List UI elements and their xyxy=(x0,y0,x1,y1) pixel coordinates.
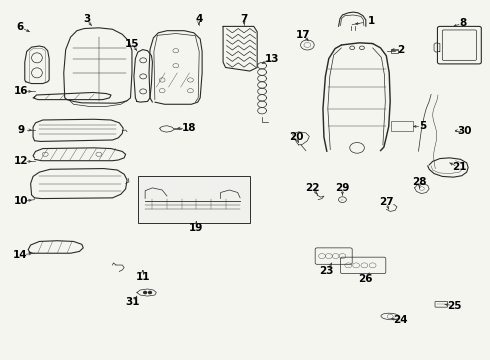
Text: 22: 22 xyxy=(305,183,319,193)
Text: 27: 27 xyxy=(379,197,393,207)
Text: 1: 1 xyxy=(368,16,375,26)
Text: 5: 5 xyxy=(419,121,426,131)
Text: 7: 7 xyxy=(240,14,248,24)
Text: 24: 24 xyxy=(393,315,408,325)
Text: 10: 10 xyxy=(14,197,28,206)
Bar xyxy=(391,49,398,53)
Text: 29: 29 xyxy=(335,183,350,193)
Text: 8: 8 xyxy=(460,18,467,28)
Text: 14: 14 xyxy=(13,250,27,260)
Text: 11: 11 xyxy=(135,272,150,282)
Text: 18: 18 xyxy=(182,123,196,133)
Text: 31: 31 xyxy=(126,297,140,307)
Text: 30: 30 xyxy=(457,126,471,136)
Text: 25: 25 xyxy=(447,301,462,311)
Text: 3: 3 xyxy=(83,14,90,24)
Text: 26: 26 xyxy=(359,274,373,284)
Bar xyxy=(391,121,413,131)
Text: 2: 2 xyxy=(397,45,405,55)
Text: 6: 6 xyxy=(16,22,24,32)
Circle shape xyxy=(144,292,147,294)
Text: 21: 21 xyxy=(452,162,466,172)
Text: 13: 13 xyxy=(265,54,279,64)
Text: 19: 19 xyxy=(189,223,203,233)
Bar xyxy=(138,176,250,223)
Circle shape xyxy=(148,292,151,294)
Text: 15: 15 xyxy=(125,39,139,49)
Text: 23: 23 xyxy=(319,266,334,276)
Text: 17: 17 xyxy=(296,30,311,40)
Text: 12: 12 xyxy=(14,157,28,166)
Text: 16: 16 xyxy=(14,86,28,96)
Text: 20: 20 xyxy=(289,132,303,142)
Text: 9: 9 xyxy=(17,125,24,135)
Text: 28: 28 xyxy=(412,177,427,187)
Text: 4: 4 xyxy=(195,14,202,23)
